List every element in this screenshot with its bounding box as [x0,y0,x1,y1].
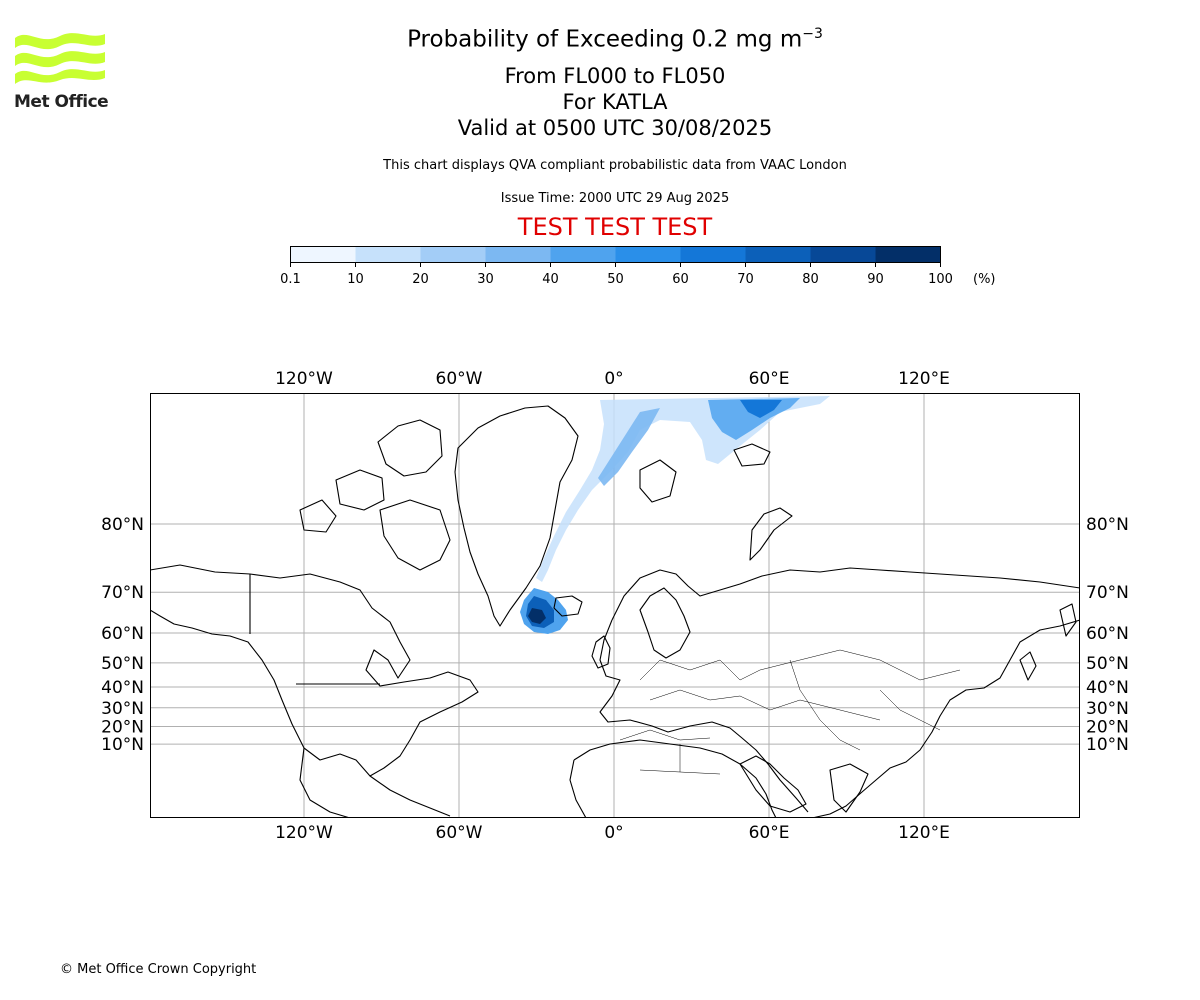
bottom-longitude-label: 60°W [436,823,483,843]
colorbar-cell [420,246,486,263]
arctic-island-coastline [299,499,337,533]
top-longitude-label: 60°W [436,369,483,389]
novaya-zemlya-coastline [749,507,793,561]
japan-coastline [1019,651,1037,681]
logo-text: Met Office [14,92,109,112]
left-latitude-label: 10°N [101,735,144,755]
ellesmere-coastline [377,419,443,477]
top-longitude-label: 120°W [275,369,333,389]
greenland-coastline [454,405,579,627]
caribbean-coastline [369,775,451,817]
colorbar-tick-label: 50 [607,272,624,287]
plume-arctic-core [708,398,800,440]
chart-title-exponent: −3 [802,26,823,42]
coastlines [150,405,1080,818]
kamchatka-coastline [1059,603,1077,637]
colorbar-cell [680,246,746,263]
baffin-coastline [379,499,451,571]
flight-levels-subtitle: From FL000 to FL050 [504,64,726,88]
bottom-longitude-label: 120°W [275,823,333,843]
test-banner: TEST TEST TEST [517,213,713,241]
copyright-text: © Met Office Crown Copyright [60,962,257,977]
chart-title: Probability of Exceeding 0.2 mg m−3 [0,26,1200,53]
colorbar-unit-label: (%) [973,272,996,287]
british-isles-coastline [591,635,611,669]
right-latitude-label: 30°N [1086,699,1129,719]
right-latitude-label: 60°N [1086,624,1129,644]
right-latitude-label: 20°N [1086,718,1129,738]
map-frame [150,393,1080,818]
africa-coastline [569,739,777,818]
met-office-wave-icon [15,33,105,84]
right-latitude-label: 40°N [1086,678,1129,698]
colorbar-tick-label: 80 [802,272,819,287]
met-office-logo: Met Office [14,30,110,114]
valid-time-subtitle: Valid at 0500 UTC 30/08/2025 [457,116,773,140]
colorbar-tick-label: 20 [412,272,429,287]
probability-colorbar: 0.1 10 20 30 40 50 60 70 80 90 100 (%) [280,246,996,287]
left-latitude-label: 40°N [101,678,144,698]
plume-arctic-peak [740,400,782,418]
colorbar-tick-label: 100 [928,272,953,287]
left-latitude-label: 50°N [101,654,144,674]
colorbar-cell [290,246,356,263]
issue-time-text: Issue Time: 2000 UTC 29 Aug 2025 [500,191,730,206]
volcano-subtitle: For KATLA [562,90,668,114]
country-borders [619,649,961,775]
colorbar-cell [745,246,811,263]
description-text: This chart displays QVA compliant probab… [383,158,847,173]
franz-josef-coastline [733,443,771,467]
colorbar-tick-label: 90 [867,272,884,287]
colorbar-tick-label: 40 [542,272,559,287]
colorbar-tick-label: 60 [672,272,689,287]
plume-stream [598,408,660,486]
left-latitude-label: 80°N [101,515,144,535]
arabia-coastline [739,755,807,813]
colorbar-tick-label: 70 [737,272,754,287]
colorbar-cell [810,246,876,263]
top-longitude-label: 120°E [898,369,950,389]
colorbar-tick-label: 10 [347,272,364,287]
colorbar-cell [550,246,616,263]
bottom-longitude-label: 120°E [898,823,950,843]
colorbar-cell [875,246,941,263]
bottom-longitude-label: 60°E [749,823,790,843]
eurasia-coastline [611,567,1080,818]
colorbar-tick-label: 0.1 [280,272,301,287]
left-latitude-label: 60°N [101,624,144,644]
left-latitude-label: 70°N [101,583,144,603]
colorbar-cell [355,246,421,263]
bottom-longitude-label: 0° [604,823,623,843]
plume-low-probability [536,396,830,582]
top-longitude-label: 60°E [749,369,790,389]
plume-iceland-peak [528,608,546,624]
colorbar-cell [615,246,681,263]
north-america-coastline [150,564,479,777]
colorbar-cell [485,246,551,263]
right-latitude-label: 80°N [1086,515,1129,535]
iceland-coastline [553,595,583,617]
right-latitude-label: 50°N [1086,654,1129,674]
left-latitude-label: 30°N [101,699,144,719]
mexico-coastline [299,747,351,818]
right-latitude-label: 10°N [1086,735,1129,755]
left-latitude-label: 20°N [101,718,144,738]
scandinavia-coastline [639,587,691,659]
arctic-island-coastline [335,469,385,511]
top-longitude-label: 0° [604,369,623,389]
india-coastline [829,763,869,813]
svalbard-coastline [639,459,677,503]
right-latitude-label: 70°N [1086,583,1129,603]
world-map: 120°W 120°W 60°W 60°W 0° 0° 60°E 60°E 120°E 120°E… [101,369,1129,843]
chart-title-main: Probability of Exceeding 0.2 mg m [407,26,803,53]
colorbar-tick-label: 30 [477,272,494,287]
